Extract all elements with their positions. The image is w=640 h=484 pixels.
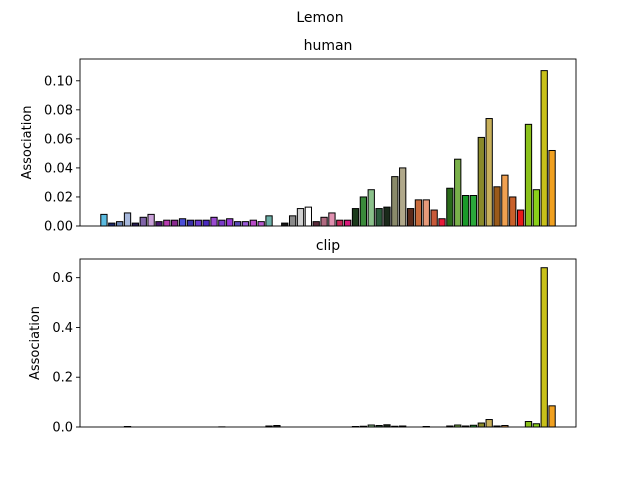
bar-human-17 [234, 222, 240, 226]
ytick-label-human-1: 0.02 [44, 190, 73, 205]
bar-clip-49 [486, 420, 492, 427]
bar-human-5 [140, 217, 146, 226]
bar-human-25 [297, 209, 303, 226]
ylabel-clip: Association [28, 306, 43, 380]
bar-human-57 [549, 150, 555, 226]
ytick-label-clip-3: 0.6 [52, 271, 73, 286]
bar-human-36 [384, 207, 390, 226]
bar-human-18 [242, 222, 248, 226]
ytick-label-human-3: 0.06 [44, 132, 73, 147]
ytick-label-human-4: 0.08 [44, 103, 73, 118]
bar-human-26 [305, 207, 311, 226]
ytick-label-human-0: 0.00 [44, 220, 73, 235]
bar-human-15 [219, 220, 225, 226]
axes-frame-clip [80, 259, 576, 427]
bar-human-55 [533, 190, 539, 226]
bar-human-47 [470, 196, 476, 227]
bar-human-30 [337, 220, 343, 226]
bar-human-11 [187, 220, 193, 226]
bar-human-39 [407, 209, 413, 226]
ytick-label-human-2: 0.04 [44, 161, 73, 176]
bar-human-7 [156, 222, 162, 226]
bar-human-16 [227, 219, 233, 226]
bar-human-43 [439, 219, 445, 226]
figure-suptitle: Lemon [296, 10, 343, 26]
ytick-label-clip-0: 0.0 [52, 421, 73, 436]
bar-human-51 [502, 175, 508, 226]
bar-human-52 [510, 197, 516, 226]
bar-human-20 [258, 222, 264, 226]
bar-human-46 [462, 196, 468, 227]
bar-human-35 [376, 209, 382, 226]
bar-human-45 [455, 159, 461, 226]
bar-human-28 [321, 217, 327, 226]
bar-human-2 [117, 222, 123, 226]
bar-clip-48 [478, 423, 484, 427]
bar-clip-56 [541, 268, 547, 427]
bar-human-32 [352, 209, 358, 226]
bar-human-19 [250, 220, 256, 226]
bar-human-8 [164, 220, 170, 226]
bar-human-37 [392, 177, 398, 226]
ytick-label-clip-1: 0.2 [52, 371, 73, 386]
bar-human-3 [124, 213, 130, 226]
ylabel-human: Association [20, 105, 35, 179]
bar-human-13 [203, 220, 209, 226]
bar-human-12 [195, 220, 201, 226]
bar-human-9 [172, 220, 178, 226]
panel-title-human: human [304, 38, 353, 54]
bar-human-21 [266, 216, 272, 226]
ytick-label-human-5: 0.10 [44, 74, 73, 89]
bar-human-54 [525, 124, 531, 226]
panel-title-clip: clip [316, 238, 340, 254]
bar-human-6 [148, 214, 154, 226]
bar-human-29 [329, 213, 335, 226]
bar-human-38 [400, 168, 406, 226]
bar-clip-54 [525, 422, 531, 427]
bar-human-10 [179, 219, 185, 226]
bar-human-53 [517, 210, 523, 226]
bar-human-24 [289, 216, 295, 226]
bar-human-49 [486, 119, 492, 226]
bar-human-33 [360, 197, 366, 226]
bar-human-31 [345, 220, 351, 226]
ytick-label-clip-2: 0.4 [52, 321, 73, 336]
bar-human-50 [494, 187, 500, 226]
bar-human-56 [541, 71, 547, 226]
bar-human-41 [423, 200, 429, 226]
bar-human-42 [431, 210, 437, 226]
bar-human-14 [211, 217, 217, 226]
bar-human-34 [368, 190, 374, 226]
bar-human-0 [101, 214, 107, 226]
bar-human-44 [447, 188, 453, 226]
bar-clip-55 [533, 424, 539, 427]
bar-human-40 [415, 200, 421, 226]
bar-human-48 [478, 137, 484, 226]
bar-human-27 [313, 222, 319, 226]
bar-clip-57 [549, 406, 555, 427]
